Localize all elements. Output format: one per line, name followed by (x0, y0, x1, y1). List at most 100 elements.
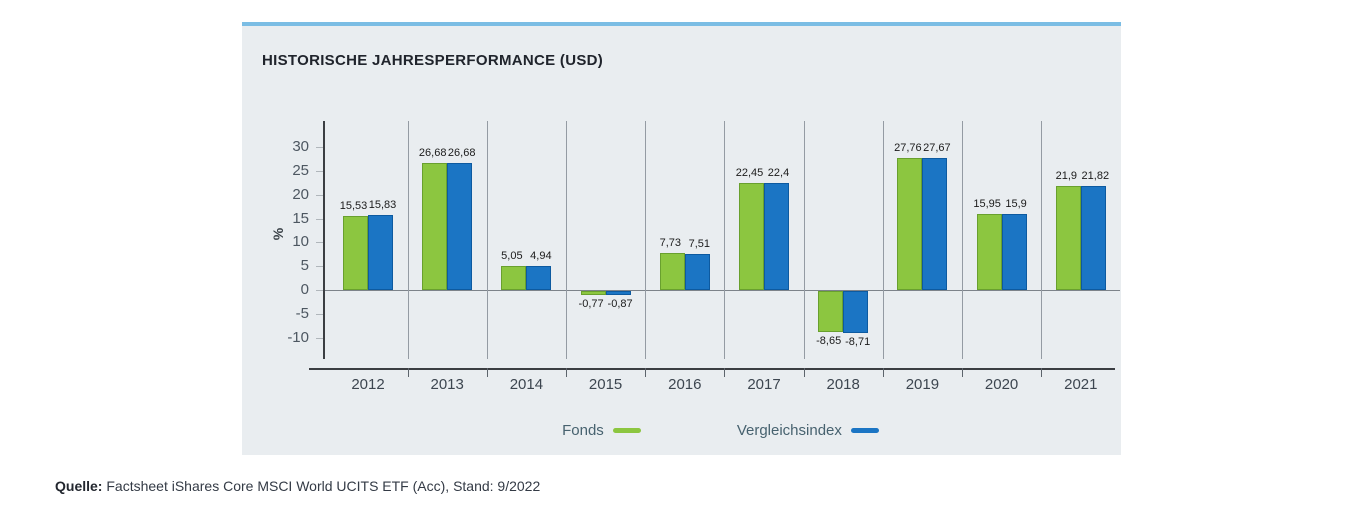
bar-value-label: 22,4 (767, 167, 790, 180)
bar-value-label: 26,68 (447, 146, 476, 159)
legend-item-vergleichsindex: Vergleichsindex (737, 422, 879, 439)
bar-value-label: 15,95 (973, 197, 1001, 210)
source-text: Factsheet iShares Core MSCI World UCITS … (106, 478, 541, 494)
bar-value-label: 27,76 (894, 141, 922, 154)
bar-vergleichsindex-2013 (447, 162, 473, 290)
bar-vergleichsindex-2019 (922, 158, 948, 290)
source-prefix: Quelle: (55, 478, 103, 494)
bar-value-label: 22,45 (735, 166, 764, 179)
bar-value-label: -0,77 (578, 297, 604, 310)
bar-value-label: 4,94 (530, 250, 552, 263)
x-axis-label-2014: 2014 (509, 376, 544, 393)
bar-fonds-2018 (818, 291, 844, 333)
category-separator-line (645, 121, 647, 359)
y-tick-mark (316, 242, 323, 244)
y-tick-label: 0 (300, 281, 309, 298)
x-axis-label-2019: 2019 (905, 376, 940, 393)
chart-legend: Fonds Vergleichsindex (323, 422, 1118, 439)
y-tick-label: 25 (292, 161, 309, 179)
y-tick-label: 20 (292, 185, 309, 203)
bar-vergleichsindex-2012 (368, 214, 393, 290)
performance-chart-panel: HISTORISCHE JAHRESPERFORMANCE (USD) % 30… (242, 22, 1121, 455)
category-separator-line (724, 121, 726, 359)
bar-vergleichsindex-2020 (1001, 214, 1027, 290)
vergleichsindex-color-swatch (850, 428, 879, 433)
x-axis-tick (803, 368, 805, 377)
y-tick-label: 15 (292, 209, 309, 227)
bar-fonds-2013 (422, 162, 448, 290)
y-tick-label: -5 (295, 304, 309, 322)
bar-value-label: 15,83 (368, 198, 397, 211)
bar-value-label: -0,87 (607, 298, 633, 311)
bar-value-label: 7,51 (688, 238, 711, 251)
category-separator-line (962, 121, 963, 359)
bar-value-label: -8,71 (845, 335, 871, 348)
category-separator-line (1041, 121, 1043, 359)
bar-fonds-2015 (580, 291, 606, 295)
y-tick-label: 5 (300, 257, 309, 275)
x-axis-label-2012: 2012 (351, 376, 385, 393)
source-line: Quelle: Factsheet iShares Core MSCI Worl… (55, 478, 540, 494)
bar-vergleichsindex-2018 (843, 291, 869, 333)
bar-fonds-2021 (1055, 185, 1081, 290)
chart-title: HISTORISCHE JAHRESPERFORMANCE (USD) (262, 52, 604, 69)
y-tick-mark (316, 266, 323, 268)
bar-fonds-2019 (897, 157, 923, 290)
category-separator-line (407, 121, 409, 359)
x-axis-label-2015: 2015 (588, 376, 623, 393)
x-axis-tick (486, 368, 488, 377)
bar-fonds-2016 (659, 253, 685, 290)
x-axis-tick (645, 368, 647, 377)
x-axis-label-2013: 2013 (430, 376, 464, 393)
y-tick-mark (316, 337, 323, 339)
category-separator-line (566, 121, 567, 359)
bar-value-label: 15,53 (339, 199, 368, 212)
legend-label-fonds: Fonds (562, 422, 604, 439)
bar-fonds-2014 (501, 265, 527, 290)
x-axis-tick (724, 368, 726, 377)
x-axis-label-2016: 2016 (668, 376, 702, 393)
legend-item-fonds: Fonds (562, 422, 641, 439)
bar-fonds-2012 (343, 215, 368, 290)
bar-vergleichsindex-2017 (764, 183, 789, 290)
y-tick-label: 30 (292, 138, 309, 155)
bar-value-label: 5,05 (501, 249, 523, 262)
legend-label-vergleichsindex: Vergleichsindex (736, 422, 842, 439)
y-tick-label: -10 (287, 328, 309, 346)
bar-value-label: 21,82 (1081, 169, 1110, 182)
x-axis-tick (407, 368, 409, 377)
bar-value-label: 21,9 (1055, 169, 1078, 182)
category-separator-line (486, 121, 488, 359)
x-axis-line (309, 368, 1115, 377)
x-axis-label-2021: 2021 (1064, 376, 1098, 393)
x-axis-labels: 2012 2013 2014 2015 2016 2017 2018 2019 2020 2021 (242, 376, 1121, 398)
y-tick-mark (316, 170, 323, 172)
category-separator-line (882, 121, 884, 359)
bar-value-label: -8,65 (816, 335, 842, 348)
fonds-color-swatch (612, 428, 641, 433)
y-tick-mark (316, 290, 323, 291)
bar-vergleichsindex-2021 (1080, 185, 1106, 290)
x-axis-label-2018: 2018 (826, 376, 860, 393)
y-tick-mark (316, 194, 323, 196)
y-tick-mark (316, 218, 323, 220)
y-tick-mark (316, 147, 323, 148)
x-axis-tick (962, 368, 963, 377)
bar-value-label: 26,68 (418, 146, 447, 159)
bar-vergleichsindex-2016 (684, 254, 710, 290)
bar-fonds-2017 (739, 182, 764, 290)
x-axis-tick (882, 368, 884, 377)
x-axis-tick (566, 368, 567, 377)
bar-value-label: 27,67 (923, 142, 951, 155)
x-axis-label-2017: 2017 (747, 376, 781, 393)
y-tick-mark (316, 313, 323, 315)
x-axis-tick (1041, 368, 1043, 377)
bar-vergleichsindex-2015 (605, 291, 631, 296)
bar-value-label: 15,9 (1005, 198, 1027, 211)
bar-vergleichsindex-2014 (526, 266, 552, 290)
category-separator-line (803, 121, 805, 359)
zero-baseline (325, 290, 1120, 291)
y-tick-label: 10 (292, 233, 309, 251)
plot-area: 30 25 20 15 10 5 0 -5 -10 15,53 26,68 5,05 -0,77 7,73… (287, 121, 1120, 359)
